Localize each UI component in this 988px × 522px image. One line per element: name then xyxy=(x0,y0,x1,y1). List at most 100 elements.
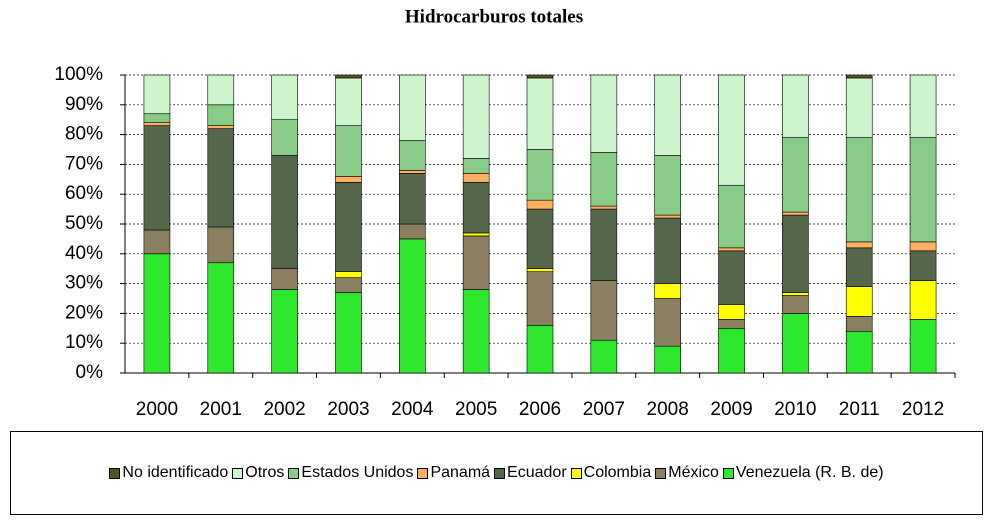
legend-item: Otros xyxy=(232,464,284,482)
bar-segment xyxy=(718,74,745,186)
legend-label: No identificado xyxy=(122,464,229,481)
bar-segment xyxy=(654,345,681,374)
bar-segment xyxy=(526,74,554,79)
bar-segment xyxy=(271,289,298,374)
bar-segment xyxy=(845,316,873,332)
bar-segment xyxy=(462,235,490,290)
bar-segment xyxy=(462,74,490,159)
legend-swatch xyxy=(232,467,244,479)
legend-label: Ecuador xyxy=(507,464,567,481)
bar-segment xyxy=(526,325,554,374)
bar-segment xyxy=(654,298,681,347)
bar-segment xyxy=(462,158,490,174)
x-tick-label: 2012 xyxy=(902,399,944,420)
x-tick-label: 2008 xyxy=(647,399,689,420)
bar-segment xyxy=(845,247,873,287)
bar-segment xyxy=(845,74,873,79)
x-tick-label: 2009 xyxy=(710,399,752,420)
x-tick-label: 2001 xyxy=(200,399,242,420)
y-tick-label: 50% xyxy=(65,213,103,234)
legend-label: Colombia xyxy=(583,464,652,481)
legend-label: Venezuela (R. B. de) xyxy=(735,464,884,481)
legend: No identificado Otros Estados Unidos Panamá… xyxy=(10,431,983,515)
bar-segment xyxy=(718,247,745,252)
legend-item: Estados Unidos xyxy=(288,464,413,482)
bar-segment xyxy=(207,262,235,374)
bar-segment xyxy=(590,208,618,281)
x-tick-label: 2011 xyxy=(839,399,880,420)
bar-segment xyxy=(335,292,362,374)
bar-segment xyxy=(590,205,618,210)
y-tick-label: 20% xyxy=(65,302,103,323)
bar-segment xyxy=(718,250,745,305)
bar-segment xyxy=(271,74,298,121)
legend-label: Panamá xyxy=(430,464,491,481)
bar-segment xyxy=(909,241,937,252)
chart: Hidrocarburos totales 0% 10% 20% 30% 40% 50% 6… xyxy=(54,6,956,420)
bar-segment xyxy=(654,217,681,284)
bar-segment xyxy=(590,152,618,207)
bar-segment xyxy=(271,268,298,290)
bar-segment xyxy=(654,74,681,156)
bar-segment xyxy=(845,77,873,138)
bar-segment xyxy=(271,119,298,156)
bar-segment xyxy=(143,74,171,115)
legend-item: No identificado xyxy=(109,464,228,482)
bar-segment xyxy=(526,268,554,272)
bar-segment xyxy=(590,280,618,341)
bar-segment xyxy=(590,339,618,374)
x-tick-label: 2002 xyxy=(263,399,305,420)
bar-segment xyxy=(654,283,681,299)
legend-swatch xyxy=(570,467,582,479)
bar-segment xyxy=(654,155,681,216)
bar-segment xyxy=(335,77,362,126)
y-tick-label: 90% xyxy=(65,94,103,115)
bar-segment xyxy=(399,140,426,171)
x-tick-label: 2000 xyxy=(136,399,178,420)
bar-segment xyxy=(399,238,426,374)
legend-item: México xyxy=(655,464,719,482)
legend-item: Colombia xyxy=(570,464,652,482)
legend-item: Ecuador xyxy=(494,464,567,482)
bar-segment xyxy=(271,155,298,270)
bar-segment xyxy=(909,74,937,138)
bar-segment xyxy=(207,226,235,264)
bar-segment xyxy=(718,327,745,374)
y-tick-label: 0% xyxy=(76,362,104,383)
bar-segment xyxy=(845,286,873,317)
bar-segment xyxy=(207,104,235,126)
bar-segment xyxy=(462,173,490,183)
legend-swatch xyxy=(655,467,667,479)
bar-segment xyxy=(782,292,809,296)
y-tick-label: 10% xyxy=(65,332,103,353)
legend-label: Estados Unidos xyxy=(301,464,414,481)
legend-swatch xyxy=(288,467,300,479)
bar-segment xyxy=(654,214,681,219)
bar-segment xyxy=(462,232,490,237)
legend-label: Otros xyxy=(245,464,285,481)
bar-segment xyxy=(335,125,362,177)
bar-segment xyxy=(335,74,362,79)
bar-segment xyxy=(335,176,362,183)
y-tick-label: 60% xyxy=(65,183,103,204)
x-tick-label: 2004 xyxy=(391,399,434,420)
y-tick-label: 30% xyxy=(65,273,103,294)
legend-label: México xyxy=(668,464,719,481)
bar-segment xyxy=(526,271,554,326)
x-tick-label: 2010 xyxy=(774,399,816,420)
bar-segment xyxy=(909,137,937,243)
y-tick-label: 70% xyxy=(65,153,103,174)
bar-segment xyxy=(399,223,426,240)
bar-segment xyxy=(335,277,362,293)
bar-segment xyxy=(207,125,235,129)
legend-item: Venezuela (R. B. de) xyxy=(722,464,884,482)
bar-segment xyxy=(909,280,937,320)
bar-segment xyxy=(718,184,745,249)
bar-segment xyxy=(143,122,171,126)
bar-segment xyxy=(526,149,554,201)
bar-segment xyxy=(462,289,490,374)
bar-segment xyxy=(590,74,618,153)
bar-segment xyxy=(845,137,873,243)
legend-swatch xyxy=(109,467,121,479)
